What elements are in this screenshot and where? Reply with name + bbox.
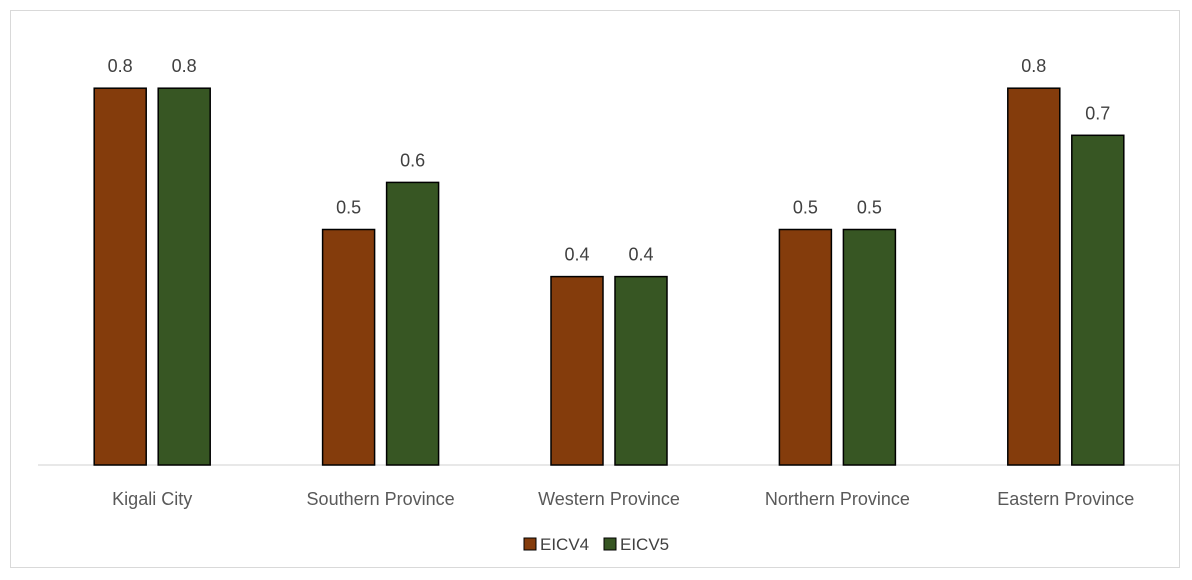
data-label-eicv4-4: 0.8 [1021, 56, 1046, 76]
bar-eicv4-3 [778, 228, 833, 466]
data-label-eicv5-3: 0.5 [857, 198, 882, 218]
bar-eicv5-4 [1071, 134, 1125, 466]
data-label-eicv4-2: 0.4 [564, 245, 589, 265]
data-label-eicv5-4: 0.7 [1085, 103, 1110, 123]
x-tick-label-4: Eastern Province [997, 489, 1134, 509]
data-label-eicv5-1: 0.6 [400, 150, 425, 170]
data-label-eicv5-0: 0.8 [172, 56, 197, 76]
bar-eicv4-0 [93, 87, 147, 466]
bar-eicv4-1 [321, 228, 376, 466]
bar-eicv4-2 [550, 275, 604, 466]
legend-label-eicv5: EICV5 [620, 535, 669, 554]
bar-eicv5-1 [385, 181, 440, 466]
legend-label-eicv4: EICV4 [540, 535, 589, 554]
bar-eicv4-4 [1007, 87, 1061, 466]
bar-eicv5-3 [842, 228, 897, 466]
data-label-eicv4-1: 0.5 [336, 198, 361, 218]
data-label-eicv4-0: 0.8 [108, 56, 133, 76]
x-tick-label-0: Kigali City [112, 489, 192, 509]
data-label-eicv4-3: 0.5 [793, 198, 818, 218]
bar-eicv5-2 [614, 275, 668, 466]
x-tick-label-2: Western Province [538, 489, 680, 509]
legend-swatch-eicv4 [523, 537, 537, 551]
data-label-eicv5-2: 0.4 [628, 245, 653, 265]
legend-swatch-eicv5 [603, 537, 617, 551]
bar-eicv5-0 [157, 87, 211, 466]
x-tick-label-1: Southern Province [307, 489, 455, 509]
x-tick-label-3: Northern Province [765, 489, 910, 509]
